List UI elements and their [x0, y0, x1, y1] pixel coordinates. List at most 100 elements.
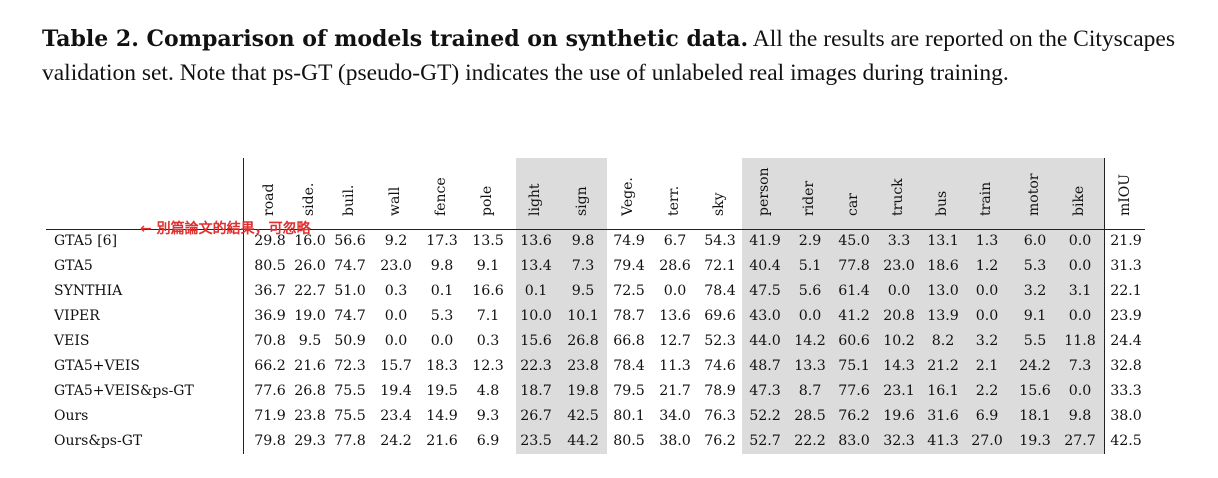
table-cell: 6.9 — [975, 408, 999, 424]
table-cell: 5.6 — [798, 283, 822, 299]
table-cell: 23.1 — [883, 383, 915, 399]
table-cell: 15.7 — [380, 358, 412, 374]
table-cell: 74.7 — [334, 258, 366, 274]
table-cell: 26.7 — [520, 408, 552, 424]
table-cell: 72.1 — [704, 258, 736, 274]
table-cell: 77.8 — [838, 258, 870, 274]
table-cell: 36.7 — [254, 283, 286, 299]
table-cell: 32.3 — [883, 433, 915, 449]
table-cell: 27.7 — [1064, 433, 1096, 449]
table-cell: 52.2 — [749, 408, 781, 424]
table-cell: 23.8 — [294, 408, 326, 424]
table-cell: 14.9 — [426, 408, 458, 424]
row-label: VEIS — [54, 333, 90, 349]
table-cell: 12.3 — [472, 358, 504, 374]
table-cell: 13.4 — [520, 258, 552, 274]
table-cell: 18.7 — [520, 383, 552, 399]
table-cell: 6.9 — [476, 433, 500, 449]
table-cell: 74.7 — [334, 308, 366, 324]
row-label: Ours — [54, 408, 89, 424]
table-cell: 10.1 — [567, 308, 599, 324]
table-cell: 11.3 — [659, 358, 691, 374]
table-cell: 7.3 — [1068, 358, 1092, 374]
table-cell: 9.5 — [571, 283, 595, 299]
table-cell: 34.0 — [659, 408, 691, 424]
table-cell: 19.5 — [426, 383, 458, 399]
table-cell: 80.5 — [254, 258, 286, 274]
table-cell: 0.3 — [476, 333, 500, 349]
table-cell: 0.3 — [384, 283, 408, 299]
table-cell: 7.3 — [571, 258, 595, 274]
table-cell: 26.0 — [294, 258, 326, 274]
table-cell: 52.7 — [749, 433, 781, 449]
shaded-block-person-bike — [742, 158, 1104, 454]
table-cell: 0.0 — [384, 333, 408, 349]
table-cell: 36.9 — [254, 308, 286, 324]
table-cell: 13.5 — [472, 233, 504, 249]
table-cell: 21.6 — [294, 358, 326, 374]
table-cell: 6.7 — [663, 233, 687, 249]
table-cell: 74.6 — [704, 358, 736, 374]
table-cell: 1.2 — [975, 258, 999, 274]
table-cell: 76.3 — [704, 408, 736, 424]
table-cell: 21.7 — [659, 383, 691, 399]
table-cell: 10.2 — [883, 333, 915, 349]
table-cell: 18.6 — [927, 258, 959, 274]
table-cell: 70.8 — [254, 333, 286, 349]
table-cell: 51.0 — [334, 283, 366, 299]
table-cell: 8.2 — [931, 333, 955, 349]
table-cell: 79.8 — [254, 433, 286, 449]
table-cell: 75.5 — [334, 408, 366, 424]
table-cell: 19.6 — [883, 408, 915, 424]
table-cell: 78.4 — [613, 358, 645, 374]
table-cell: 14.2 — [794, 333, 826, 349]
table-cell: 28.5 — [794, 408, 826, 424]
table-cell: 74.9 — [613, 233, 645, 249]
table-cell: 22.2 — [794, 433, 826, 449]
table-cell: 6.0 — [1023, 233, 1047, 249]
table-cell: 22.1 — [1110, 283, 1142, 299]
table-cell: 1.3 — [975, 233, 999, 249]
table-cell: 16.0 — [294, 233, 326, 249]
row-label: GTA5+VEIS&ps-GT — [54, 383, 194, 399]
table-cell: 0.0 — [798, 308, 822, 324]
row-label: GTA5 [6] — [54, 233, 118, 249]
table-cell: 76.2 — [838, 408, 870, 424]
table-cell: 20.8 — [883, 308, 915, 324]
table-cell: 43.0 — [749, 308, 781, 324]
table-cell: 0.0 — [975, 308, 999, 324]
table-cell: 2.1 — [975, 358, 999, 374]
table-cell: 0.0 — [1068, 308, 1092, 324]
table-cell: 79.5 — [613, 383, 645, 399]
table-cell: 44.2 — [567, 433, 599, 449]
table-cell: 26.8 — [294, 383, 326, 399]
table-cell: 10.0 — [520, 308, 552, 324]
table-cell: 0.0 — [887, 283, 911, 299]
table-cell: 19.8 — [567, 383, 599, 399]
table-caption: Table 2. Comparison of models trained on… — [42, 22, 1182, 90]
table-cell: 77.6 — [254, 383, 286, 399]
table-cell: 8.7 — [798, 383, 822, 399]
table-cell: 41.3 — [927, 433, 959, 449]
table-cell: 14.3 — [883, 358, 915, 374]
table-cell: 13.1 — [927, 233, 959, 249]
row-label: VIPER — [54, 308, 100, 324]
row-label: SYNTHIA — [54, 283, 123, 299]
table-cell: 24.2 — [1019, 358, 1051, 374]
table-cell: 29.3 — [294, 433, 326, 449]
table-cell: 9.8 — [1068, 408, 1092, 424]
table-cell: 29.8 — [254, 233, 286, 249]
table-cell: 66.8 — [613, 333, 645, 349]
header-rule — [46, 229, 1145, 230]
table-cell: 15.6 — [520, 333, 552, 349]
table-cell: 80.1 — [613, 408, 645, 424]
table-cell: 24.2 — [380, 433, 412, 449]
table-cell: 4.8 — [476, 383, 500, 399]
table-cell: 0.0 — [430, 333, 454, 349]
table-cell: 0.0 — [1068, 258, 1092, 274]
table-cell: 80.5 — [613, 433, 645, 449]
table-cell: 22.3 — [520, 358, 552, 374]
table-cell: 18.1 — [1019, 408, 1051, 424]
table-cell: 17.3 — [426, 233, 458, 249]
table-cell: 13.0 — [927, 283, 959, 299]
